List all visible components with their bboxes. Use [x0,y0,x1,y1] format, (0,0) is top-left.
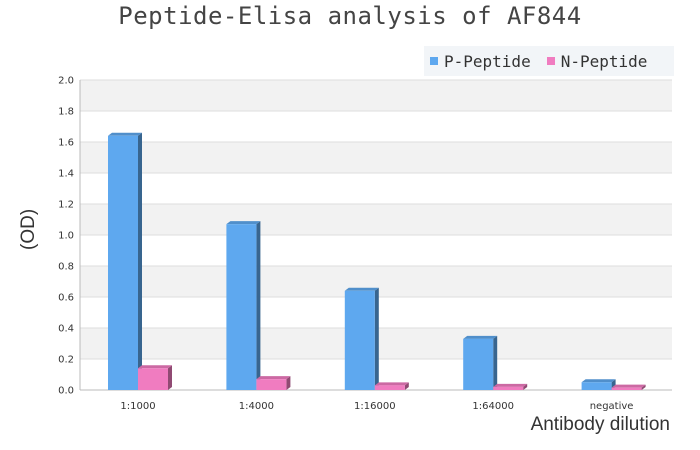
grid-band [80,173,672,204]
x-tick-label: negative [590,401,634,412]
legend-label-p-peptide: P-Peptide [444,51,531,71]
y-tick-label: 1.0 [58,231,74,242]
grid-band [80,80,672,111]
y-tick-label: 1.2 [58,200,74,211]
bar-top [256,376,291,380]
legend: P-Peptide N-Peptide [424,46,674,76]
bar-n-peptide-3 [493,386,524,390]
grid-band [80,235,672,266]
bar-p-peptide-4 [581,382,612,390]
y-tick-label: 2.0 [58,76,74,87]
bar-top [344,287,379,291]
y-tick-label: 1.6 [58,138,74,149]
bar-side [256,221,261,390]
bar-top [226,221,261,225]
legend-swatch-p-peptide [430,57,438,65]
bar-side [138,132,142,391]
x-tick-label: 1:16000 [354,401,396,412]
x-tick-label: 1:4000 [239,401,274,412]
bar-side [168,365,172,390]
y-tick-label: 1.8 [58,107,74,118]
y-tick-label: 0.8 [58,262,74,273]
bar-side [286,376,291,390]
bar-p-peptide-1 [226,224,257,390]
bar-side [523,383,528,390]
y-tick-label: 0.0 [58,386,74,397]
legend-item-n-peptide: N-Peptide [546,51,648,71]
bar-p-peptide-3 [463,338,494,390]
grid-band [80,111,672,142]
chart-title: Peptide-Elisa analysis of AF844 [118,2,582,30]
x-tick-label: 1:64000 [472,401,514,412]
legend-item-p-peptide: P-Peptide [430,52,531,71]
bar-p-peptide-0 [108,135,138,390]
legend-swatch-n-peptide [546,57,555,65]
x-tick-label: 1:1000 [120,401,155,412]
grid-band [80,142,672,173]
bar-side [493,335,498,390]
y-tick-label: 0.4 [58,324,74,335]
bar-top [138,365,172,369]
x-axis-label: Antibody dilution [530,414,670,435]
bar-top [463,335,498,339]
bar-side [404,382,409,390]
bar-side [641,384,646,390]
y-tick-label: 0.6 [58,293,74,304]
y-tick-label: 1.4 [58,169,74,180]
bar-top [493,383,528,387]
bar-p-peptide-2 [344,290,375,390]
y-tick-label: 0.2 [58,355,74,366]
bar-top [374,382,409,386]
bar-n-peptide-0 [138,368,168,390]
legend-label-n-peptide: N-Peptide [560,51,648,71]
bar-top [581,379,616,383]
bar-top [108,132,142,136]
bar-n-peptide-4 [611,387,642,390]
bar-top [611,384,646,388]
bar-n-peptide-1 [256,379,287,390]
bar-n-peptide-2 [374,385,405,390]
bar-side [374,287,379,390]
grid-band [80,204,672,235]
